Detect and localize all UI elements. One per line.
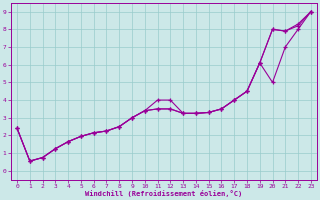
X-axis label: Windchill (Refroidissement éolien,°C): Windchill (Refroidissement éolien,°C) [85, 190, 243, 197]
